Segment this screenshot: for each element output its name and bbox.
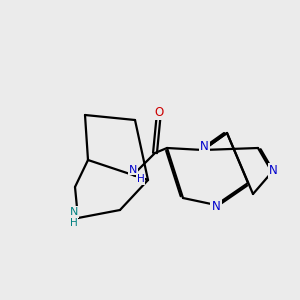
Text: O: O: [154, 106, 164, 118]
Text: H: H: [70, 218, 77, 227]
Text: N: N: [129, 165, 137, 175]
Text: N: N: [70, 207, 79, 217]
Text: N: N: [212, 200, 220, 213]
Text: N: N: [269, 164, 278, 177]
Text: N: N: [200, 140, 209, 154]
Text: H: H: [136, 175, 144, 184]
